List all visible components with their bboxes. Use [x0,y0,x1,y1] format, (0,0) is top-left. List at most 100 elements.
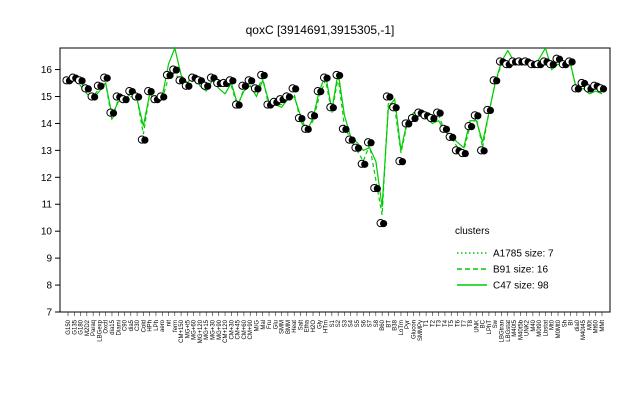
data-point [467,123,476,131]
x-tick-label: HPh [148,320,154,332]
data-point [166,71,174,80]
y-tick-label: 8 [46,281,52,292]
data-point [574,85,582,93]
legend: clusters A1785 size: 7 B91 size: 16 C47 si… [455,226,554,292]
x-tick-label: M0t [587,320,593,330]
y-tick-label: 11 [42,200,53,211]
x-tick-label: Diami [116,320,122,335]
data-point [109,109,118,117]
x-tick-label: T1 [424,319,430,327]
data-point [392,104,400,112]
data-point [292,85,300,93]
legend-entry: A1785 size: 7 [493,249,554,260]
b91-line [67,60,603,216]
x-tick-label: ferm [173,320,179,332]
x-tick-label: LBGstat [506,320,512,342]
x-tick-label: Sw [493,319,499,328]
x-tick-label: G135 [72,319,78,334]
data-point [260,71,268,80]
x-tick-label: HTm [324,320,330,333]
data-point [172,66,180,74]
x-tick-label: dia15 [110,319,116,334]
data-point [122,96,130,104]
x-tick-label: M0Mt0 [556,319,562,338]
x-tick-label: dia0 [575,319,581,331]
x-tick-label: LPhT [487,320,493,335]
y-tick-label: 9 [46,254,52,265]
data-point [135,93,143,101]
data-point [97,82,105,90]
data-point [160,93,168,101]
data-point [367,139,375,147]
data-point [348,136,356,144]
data-point [235,101,243,109]
y-tick-label: 10 [41,227,53,238]
x-tick-label: M0t90 [537,319,543,336]
data-point [336,71,344,80]
x-tick-label: Salt [298,320,304,331]
data-point [241,82,250,90]
x-tick-label: SMM [280,320,286,334]
x-tick-label: Etha [305,319,311,332]
data-point [304,125,312,133]
x-tick-label: Heat [292,320,298,333]
y-tick-label: 16 [41,65,53,76]
x-tick-label: Pyr [405,320,411,329]
data-point [568,58,576,66]
x-tick-label: CM+120 [223,319,229,343]
data-point [329,104,337,112]
data-point [436,109,444,117]
y-axis: 7 8 9 10 11 12 13 14 15 16 [41,65,60,319]
x-tick-label: T3 [437,319,443,327]
data-point [380,220,388,228]
x-tick-label: LBGexp [97,319,103,341]
data-point [354,144,363,152]
x-tick-label: BT [386,320,392,328]
legend-entry: B91 size: 16 [493,265,548,276]
x-tick-label: Gly [317,320,323,329]
x-tick-label: H2O [311,320,317,333]
data-point [480,147,488,155]
x-tick-label: Sh [562,320,568,327]
x-tick-label: T7 [462,319,468,327]
data-point [386,93,394,101]
data-point [91,93,99,101]
x-tick-label: MG+15 [204,319,210,340]
x-tick-label: G180 [79,319,85,334]
legend-title: clusters [455,226,489,237]
x-tick-label: CM+30 [229,319,235,339]
x-tick-label: Lbstat [543,320,549,337]
x-tick-label: S7 [368,319,374,327]
legend-entry: C47 size: 98 [493,281,549,292]
y-tick-label: 13 [41,146,53,157]
data-point [493,77,501,85]
x-tick-label: CM+150 [179,319,185,343]
x-tick-label: S5 [355,319,361,327]
y-tick-label: 7 [46,308,52,319]
x-tick-label: SMMPy [418,320,424,341]
data-point [147,88,155,96]
data-point [185,82,193,90]
x-tick-label: S6 [361,319,367,327]
x-tick-label: BC [481,319,487,328]
data-point [103,74,111,82]
x-tick-label: B60 [380,319,386,330]
x-tick-label: G150 [66,319,72,334]
x-tick-label: M/G [254,320,260,332]
x-tick-label: CM+60 [242,319,248,339]
x-tick-label: Mal [261,320,267,330]
data-point [298,114,306,123]
x-tick-label: CM+45 [236,319,242,339]
x-tick-label: UNK [474,320,480,333]
x-tick-label: UNK2 [525,319,531,336]
data-point [285,93,293,101]
data-point [310,112,319,120]
data-point [373,184,381,193]
x-tick-label: aero [160,319,166,332]
data-point [248,77,256,85]
x-tick-label: M40t45 [581,319,587,340]
x-tick-label: M40 [531,319,537,331]
x-tick-label: M2D2 [85,319,91,336]
x-tick-label: C90 [123,319,129,331]
